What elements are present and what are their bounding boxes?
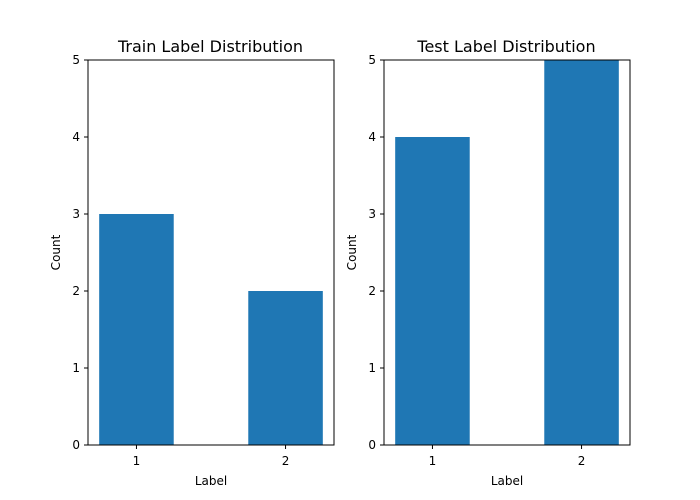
train-chart-title: Train Label Distribution — [117, 37, 303, 56]
train-y-axis: 0 1 2 3 4 5 — [72, 53, 88, 452]
test-y-tick-label: 4 — [368, 130, 376, 144]
test-plot-frame — [383, 59, 631, 446]
train-y-tick-label: 2 — [72, 284, 80, 298]
test-bar-1 — [395, 137, 470, 445]
train-y-tick-label: 1 — [72, 361, 80, 375]
train-bar-1 — [99, 214, 174, 445]
train-plot-frame — [87, 59, 335, 446]
test-x-tick-label: 1 — [429, 454, 437, 468]
test-y-axis-label: Count — [345, 234, 359, 270]
test-y-tick-label: 0 — [368, 438, 376, 452]
train-y-tick-label: 4 — [72, 130, 80, 144]
test-x-tick-label: 2 — [578, 454, 586, 468]
train-x-tick-label: 2 — [282, 454, 290, 468]
test-chart-title: Test Label Distribution — [416, 37, 595, 56]
test-y-axis: 0 1 2 3 4 5 — [368, 53, 384, 452]
test-bars — [395, 60, 619, 445]
train-x-axis-label: Label — [195, 474, 227, 488]
test-y-tick-label: 3 — [368, 207, 376, 221]
train-y-tick-label: 5 — [72, 53, 80, 67]
train-bar-2 — [248, 291, 323, 445]
test-y-tick-label: 1 — [368, 361, 376, 375]
train-y-tick-label: 3 — [72, 207, 80, 221]
test-y-tick-label: 5 — [368, 53, 376, 67]
train-bars — [99, 214, 323, 445]
train-y-tick-label: 0 — [72, 438, 80, 452]
train-x-tick-label: 1 — [133, 454, 141, 468]
test-x-axis-label: Label — [491, 474, 523, 488]
train-y-axis-label: Count — [49, 234, 63, 270]
test-bar-2 — [544, 60, 619, 445]
test-y-tick-label: 2 — [368, 284, 376, 298]
